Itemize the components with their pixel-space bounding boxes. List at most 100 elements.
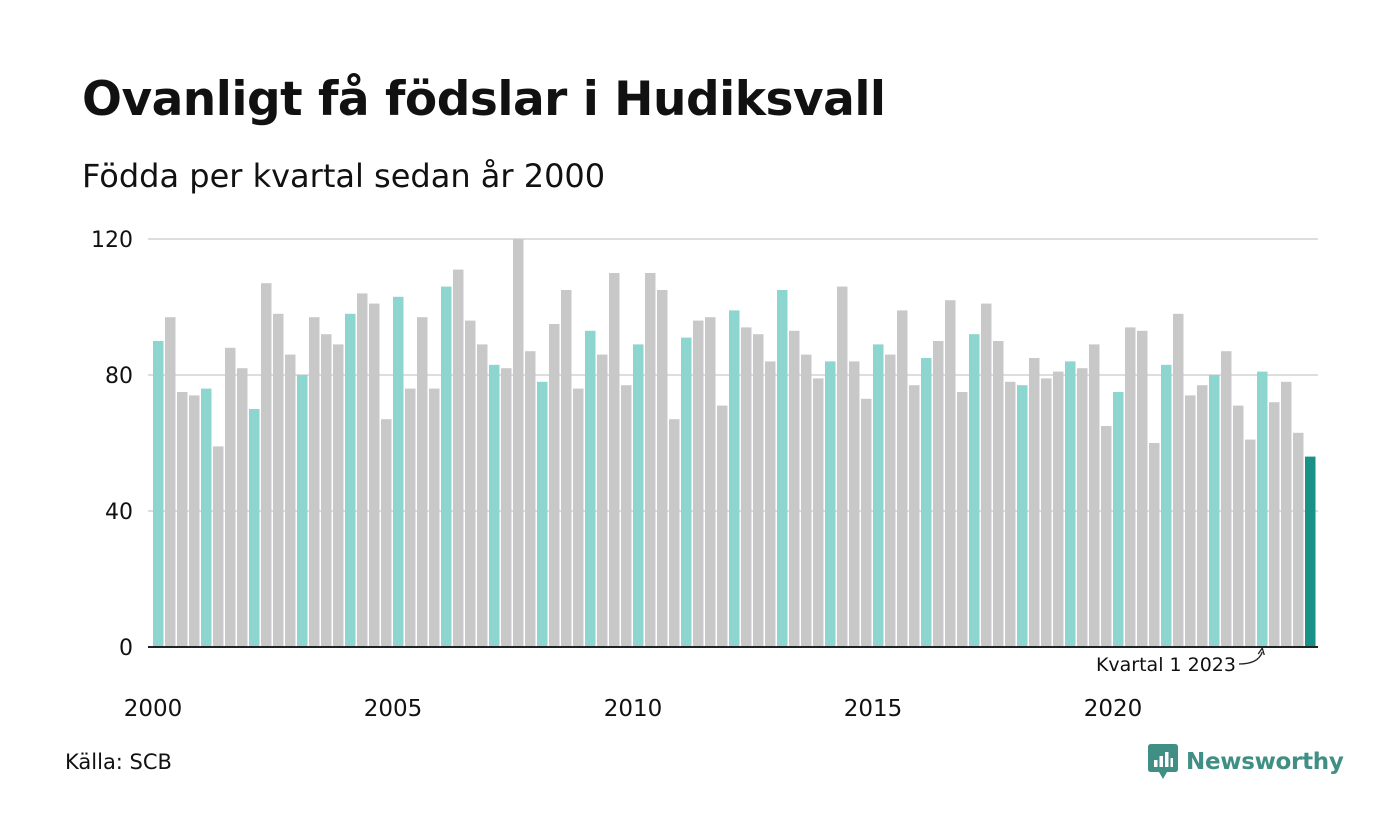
bar — [801, 354, 812, 647]
bar — [693, 320, 704, 647]
axes: 0 40 80 120 2000 2005 2010 2015 2020 — [91, 228, 1318, 722]
annotation-label: Kvartal 1 2023 — [1096, 654, 1236, 676]
bar — [513, 239, 524, 647]
chart-bubble-icon — [1148, 744, 1178, 779]
bar — [1137, 330, 1148, 647]
newsworthy-logo[interactable]: Newsworthy — [1148, 744, 1344, 780]
bar-q1 — [1257, 371, 1268, 647]
bar — [1077, 368, 1088, 647]
source-note: Källa: SCB — [65, 750, 172, 774]
bar — [849, 361, 860, 647]
bar-q1 — [1065, 361, 1076, 647]
bar — [165, 317, 176, 647]
bar — [753, 334, 764, 647]
bar — [1293, 432, 1304, 647]
bar-chart: 0 40 80 120 2000 2005 2010 2015 2020 Kvartal 1 2… — [91, 228, 1318, 722]
x-tick-label: 2000 — [124, 696, 183, 722]
bar — [213, 446, 224, 647]
bar — [225, 347, 236, 647]
bar — [273, 313, 284, 647]
bar-highlight — [1305, 456, 1316, 647]
bar-q1 — [777, 290, 788, 647]
chart-subtitle: Födda per kvartal sedan år 2000 — [82, 157, 606, 195]
bar — [789, 330, 800, 647]
bar — [957, 392, 968, 647]
bar — [645, 273, 656, 647]
chart-title: Ovanligt få födslar i Hudiksvall — [82, 72, 886, 127]
bar-q1 — [249, 409, 260, 647]
bar-q1 — [921, 358, 932, 647]
x-tick-label: 2010 — [604, 696, 663, 722]
bar — [1221, 351, 1232, 647]
bar — [981, 303, 992, 647]
bar — [1125, 327, 1136, 647]
bar — [1233, 405, 1244, 647]
bar-q1 — [969, 334, 980, 647]
bar — [357, 293, 368, 647]
bar — [1089, 344, 1100, 647]
bar-q1 — [729, 310, 740, 647]
y-tick-label: 0 — [119, 636, 133, 661]
bar-q1 — [153, 341, 164, 647]
bar — [333, 344, 344, 647]
y-tick-label: 120 — [91, 228, 133, 253]
bar — [1041, 378, 1052, 647]
bar — [465, 320, 476, 647]
bar — [837, 286, 848, 647]
bar — [657, 290, 668, 647]
bar — [945, 300, 956, 647]
bar — [933, 341, 944, 647]
bar — [741, 327, 752, 647]
bar-q1 — [1209, 375, 1220, 647]
bar — [717, 405, 728, 647]
bar-q1 — [489, 364, 500, 647]
y-tick-label: 40 — [105, 500, 133, 525]
bar — [261, 283, 272, 647]
bar — [177, 392, 188, 647]
bar-q1 — [297, 375, 308, 647]
bar — [453, 269, 464, 647]
bar-q1 — [1113, 392, 1124, 647]
bar — [285, 354, 296, 647]
bar-q1 — [585, 330, 596, 647]
bar — [621, 385, 632, 647]
bar — [549, 324, 560, 647]
bar — [405, 388, 416, 647]
bar — [321, 334, 332, 647]
bar-q1 — [681, 337, 692, 647]
bar-q1 — [633, 344, 644, 647]
bar — [573, 388, 584, 647]
bar — [525, 351, 536, 647]
bar — [1245, 439, 1256, 647]
annotation-arrowhead — [1257, 646, 1265, 656]
bar — [309, 317, 320, 647]
bar-q1 — [201, 388, 212, 647]
bar — [669, 419, 680, 647]
bar-q1 — [825, 361, 836, 647]
bar — [1029, 358, 1040, 647]
bar — [885, 354, 896, 647]
bar — [1005, 381, 1016, 647]
bar-series — [153, 239, 1316, 647]
bar — [1101, 426, 1112, 647]
bar — [909, 385, 920, 647]
bar — [561, 290, 572, 647]
bar — [189, 395, 200, 647]
y-tick-label: 80 — [105, 364, 133, 389]
bar-q1 — [1017, 385, 1028, 647]
bar — [1173, 313, 1184, 647]
annotation-arrow — [1238, 651, 1263, 665]
bar — [429, 388, 440, 647]
bar-q1 — [345, 313, 356, 647]
bar — [597, 354, 608, 647]
bar — [609, 273, 620, 647]
bar-q1 — [873, 344, 884, 647]
bar — [813, 378, 824, 647]
bar — [1197, 385, 1208, 647]
x-tick-label: 2020 — [1084, 696, 1143, 722]
annotation: Kvartal 1 2023 — [1096, 646, 1265, 676]
bar — [501, 368, 512, 647]
bar — [237, 368, 248, 647]
bar — [861, 398, 872, 647]
bar — [1281, 381, 1292, 647]
